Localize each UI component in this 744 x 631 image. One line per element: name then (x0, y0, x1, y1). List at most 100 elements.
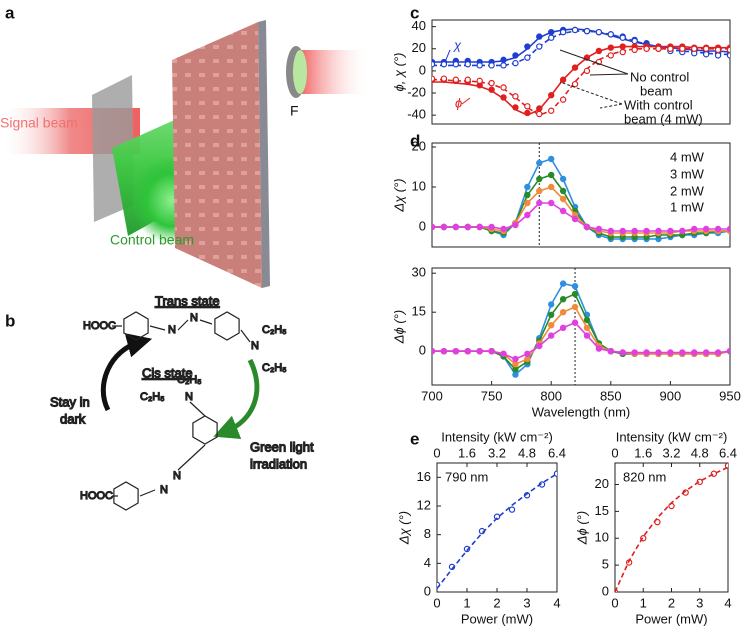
data-point (548, 107, 555, 114)
benzene-ring (214, 311, 240, 341)
series-line (432, 292, 730, 371)
data-point (452, 223, 460, 231)
data-point (667, 45, 674, 52)
data-point (631, 349, 638, 356)
data-point (524, 54, 531, 61)
data-point (548, 92, 555, 99)
chart: 0 10 20 Δχ (°) 4 mW 3 mW 2 mW1 mW (391, 138, 731, 248)
data-point (691, 45, 698, 52)
data-point (595, 47, 603, 55)
data-point (548, 322, 555, 329)
data-point (655, 45, 662, 52)
data-point (667, 227, 674, 235)
data-point (702, 225, 710, 233)
data-point (440, 348, 448, 355)
data-point (595, 225, 603, 233)
x2-tick-label: 1.6 (634, 445, 652, 460)
data-point (488, 223, 495, 231)
data-point (524, 103, 531, 110)
y-tick-label: 20 (412, 138, 426, 153)
data-point (524, 199, 531, 207)
data-point (631, 227, 638, 235)
y-tick-label: 4 (424, 555, 431, 570)
y-axis-label: ϕ, χ (°) (391, 52, 406, 91)
data-point (524, 355, 531, 363)
y-tick-label: -20 (407, 84, 426, 99)
leader-line (461, 97, 471, 105)
annotation: beam (640, 83, 673, 98)
data-point (464, 61, 471, 68)
y-tick-label: 15 (412, 304, 426, 319)
green-label: Green light (250, 439, 314, 454)
dark-arrow (100, 333, 153, 412)
data-point (536, 33, 543, 40)
data-point (559, 324, 567, 331)
x-tick-label: 0 (611, 595, 618, 610)
nitrogen-label: N (168, 324, 176, 336)
y-tick-label: -40 (407, 107, 426, 122)
y-tick-label: 0 (419, 343, 426, 358)
series-group (432, 26, 730, 118)
annotation: With control (624, 97, 693, 112)
data-point (724, 463, 728, 469)
y-tick-label: 0 (602, 583, 609, 598)
leader-line (559, 81, 623, 105)
chart: -40 -20 0 20 40 ϕ, χ (°) χ ϕ No controlbeamWith … (391, 18, 731, 126)
data-point (559, 28, 567, 36)
data-point (702, 45, 710, 52)
data-point (432, 348, 436, 355)
data-point (524, 183, 531, 191)
y-tick-label: 20 (412, 40, 426, 55)
data-point (571, 215, 579, 223)
x-tick-label: 850 (600, 388, 622, 403)
data-point (559, 207, 567, 215)
data-point (643, 227, 650, 235)
stay-label: Stay in (50, 394, 90, 409)
y-tick-label: 5 (602, 557, 609, 572)
x2-axis-label: Intensity (kW cm⁻²) (616, 429, 728, 444)
x-axis-label: Wavelength (nm) (532, 404, 631, 419)
data-point (512, 366, 519, 373)
data-point (432, 61, 436, 68)
data-point (440, 75, 448, 82)
data-point (488, 79, 495, 87)
data-point (464, 348, 471, 355)
data-point (571, 64, 579, 71)
data-point (500, 94, 507, 101)
plot-frame (431, 142, 731, 248)
legend-label: 2 mW (670, 183, 705, 198)
panel-label: e (410, 429, 419, 448)
series-line (432, 305, 730, 366)
data-point (714, 225, 722, 233)
data-point (655, 349, 662, 356)
data-point (714, 349, 722, 356)
data-point (583, 316, 591, 324)
data-point (607, 52, 615, 59)
data-point (536, 342, 543, 350)
acid-label: HOOC (80, 490, 113, 502)
data-point (500, 62, 507, 69)
y-tick-label: 12 (417, 497, 431, 512)
data-point (631, 37, 638, 45)
data-point (524, 350, 531, 357)
annotation: No control (630, 69, 689, 84)
bond (112, 401, 206, 497)
data-point (559, 195, 567, 203)
green-label: irradiation (250, 456, 307, 471)
data-point (702, 349, 710, 356)
y-tick-label: 40 (412, 18, 426, 33)
data-point (536, 199, 543, 207)
data-point (571, 26, 579, 34)
data-point (619, 227, 626, 235)
data-point (726, 348, 730, 355)
data-point (619, 349, 626, 356)
data-point (464, 223, 471, 231)
data-point (559, 96, 567, 103)
y-tick-label: 0 (419, 218, 426, 233)
data-point (524, 191, 531, 199)
data-point (607, 44, 615, 51)
signal-beam-label: Signal beam (0, 115, 78, 131)
data-point (548, 28, 555, 36)
data-point (524, 43, 531, 50)
data-point (595, 345, 603, 352)
